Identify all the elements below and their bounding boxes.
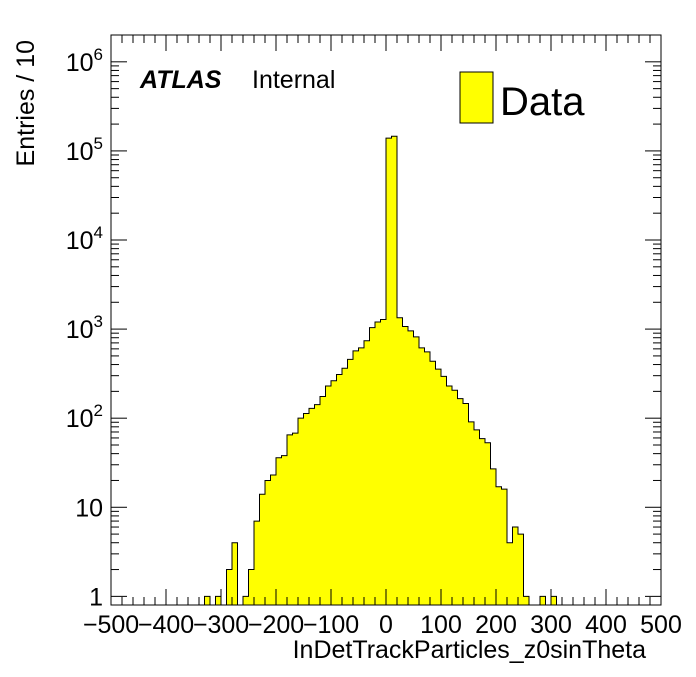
axis-ticks	[110, 34, 662, 605]
y-tick-label: 104	[66, 223, 103, 255]
x-tick-label: −500	[83, 611, 139, 639]
legend: Data	[459, 71, 585, 124]
histogram-bar	[232, 542, 238, 605]
x-tick-label: −200	[248, 611, 304, 639]
histogram-bar	[243, 596, 249, 605]
histogram-bar	[402, 326, 408, 605]
histogram-bar	[479, 438, 485, 605]
x-tick-label: −400	[138, 611, 194, 639]
histogram-bar	[391, 136, 397, 606]
histogram-bar	[369, 327, 375, 605]
histogram-outline	[204, 135, 557, 606]
x-tick-label: −100	[303, 611, 359, 639]
histogram-bar	[292, 433, 298, 605]
y-tick-label: 105	[66, 134, 103, 166]
y-tick-label: 106	[66, 45, 103, 77]
histogram-bar	[265, 480, 271, 605]
x-tick-label: 0	[379, 611, 393, 639]
histogram-bar	[452, 390, 458, 605]
histogram-bar	[226, 569, 232, 605]
histogram-bar	[309, 408, 315, 605]
histogram-bar	[380, 319, 386, 605]
x-tick-label: 400	[585, 611, 627, 639]
histogram-bar	[347, 359, 353, 605]
histogram-bar	[276, 457, 282, 605]
histogram-bar	[496, 486, 502, 605]
histogram-bar	[424, 351, 430, 605]
histogram-bar	[518, 534, 524, 605]
histogram-bar	[430, 361, 436, 605]
histogram-bar	[320, 396, 326, 605]
histogram-bar	[303, 413, 309, 605]
x-tick-label: 500	[640, 611, 682, 639]
histogram-bar	[468, 421, 474, 605]
legend-label: Data	[500, 80, 585, 124]
histogram-bar	[325, 385, 331, 605]
legend-swatch	[459, 71, 494, 124]
histogram-bar	[457, 398, 463, 605]
histogram-bar	[342, 368, 348, 605]
x-axis-label: InDetTrackParticles_z0sinTheta	[293, 636, 646, 664]
x-tick-label: 100	[420, 611, 462, 639]
histogram-bar	[435, 369, 441, 605]
histogram-bar	[353, 350, 359, 605]
histogram-bar	[485, 442, 491, 605]
histogram-bar	[375, 322, 381, 605]
y-tick-labels: 1 10 102 103 104 105 106	[66, 45, 103, 612]
y-axis-label: Entries / 10	[12, 40, 40, 166]
histogram-bar	[204, 596, 210, 605]
histogram-bar	[386, 138, 392, 605]
histogram-bar	[287, 434, 293, 605]
histogram-bar	[408, 330, 414, 605]
histogram-bar	[314, 404, 320, 605]
x-tick-label: −300	[193, 611, 249, 639]
x-tick-label: 300	[530, 611, 572, 639]
internal-label: Internal	[252, 66, 335, 94]
histogram-bar	[446, 385, 452, 605]
histogram-bar	[281, 455, 287, 605]
histogram-bar	[358, 347, 364, 605]
y-tick-label: 10	[75, 494, 103, 522]
histogram-bar	[463, 403, 469, 605]
histogram-bar	[215, 596, 221, 605]
histogram-bar	[490, 468, 496, 605]
histogram-bar	[551, 596, 557, 605]
y-tick-label: 103	[66, 312, 103, 344]
histogram-bar	[259, 494, 265, 605]
histogram-bar	[413, 336, 419, 605]
histogram-bar	[397, 317, 403, 605]
histogram-bar	[419, 347, 425, 605]
histogram-bar	[298, 418, 304, 605]
histogram-bar	[248, 569, 254, 605]
histogram-bar	[474, 429, 480, 605]
histogram-bar	[501, 489, 507, 605]
histogram-bar	[507, 542, 513, 605]
histogram-bar	[331, 380, 337, 605]
histogram-bar	[540, 596, 546, 605]
y-tick-label: 1	[89, 583, 103, 611]
x-tick-labels: −500−400−300−200−100 0 100 200 300 400 500	[83, 611, 682, 639]
bars-layer	[204, 136, 557, 606]
y-tick-label: 102	[66, 401, 103, 433]
histogram-bar	[270, 475, 276, 605]
histogram-bar	[364, 340, 370, 605]
histogram-bar	[254, 521, 260, 605]
histogram-bar	[336, 374, 342, 605]
atlas-label: ATLAS	[139, 66, 222, 94]
histogram-bar	[523, 596, 529, 605]
x-tick-label: 200	[475, 611, 517, 639]
histogram-bar	[441, 376, 447, 605]
histogram-bar	[512, 527, 518, 605]
